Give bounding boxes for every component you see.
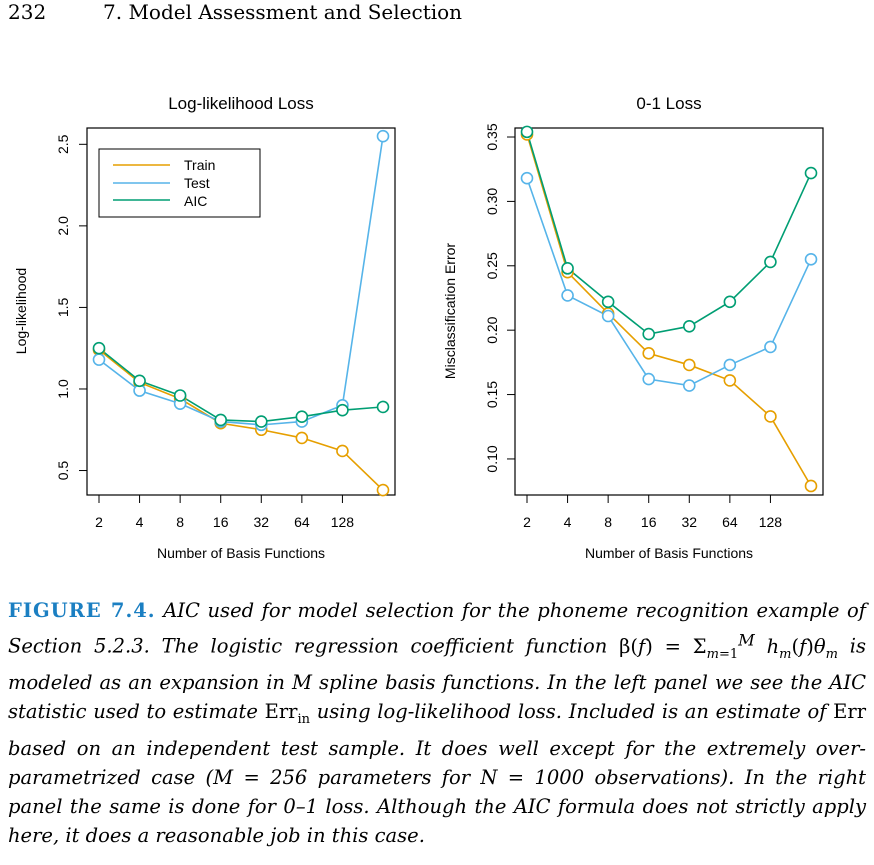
chart-title: 0-1 Loss [636, 94, 701, 113]
data-point-train [764, 410, 777, 423]
caption-formula: β(f) = Σm=1M hm(f)θm [619, 630, 838, 662]
data-point-aic [723, 295, 737, 309]
x-tick-label: 32 [253, 514, 269, 530]
x-axis-label: Number of Basis Functions [157, 545, 325, 561]
caption-text-1: AIC used for model selection for the pho… [8, 599, 866, 658]
data-point-aic [133, 374, 146, 388]
y-tick-label: 1.5 [55, 297, 71, 317]
y-axis-label: Misclassification Error [442, 243, 458, 379]
figure-7-4: Log-likelihood Loss Log-likelihood Numbe… [13, 94, 824, 561]
series-line-train [526, 134, 812, 487]
y-tick-label: 0.25 [484, 252, 500, 279]
x-tick-label: 8 [604, 514, 612, 530]
chart-title: Log-likelihood Loss [168, 94, 314, 113]
x-tick-label: 2 [95, 514, 103, 530]
legend-label-test: Test [184, 175, 210, 191]
data-point-test [376, 129, 390, 143]
caption-err-in: Errin [264, 700, 311, 728]
data-point-test [764, 340, 777, 354]
series-line-test [526, 177, 812, 387]
x-tick-label: 4 [136, 514, 144, 530]
data-point-train [295, 431, 309, 445]
y-tick-label: 0.15 [484, 381, 500, 408]
data-point-aic [601, 295, 615, 309]
x-axis-label: Number of Basis Functions [585, 545, 753, 561]
y-tick-label: 0.10 [484, 445, 500, 472]
data-point-test [601, 309, 615, 323]
data-point-test [520, 171, 534, 185]
figure-caption: FIGURE 7.4. AIC used for model selection… [8, 596, 866, 850]
x-tick-label: 32 [681, 514, 697, 530]
data-point-test [642, 372, 656, 386]
data-point-aic [376, 400, 390, 414]
y-tick-label: 0.30 [484, 188, 500, 215]
y-tick-label: 2.0 [55, 216, 71, 236]
y-tick-label: 1.0 [55, 379, 71, 399]
data-point-train [642, 347, 656, 360]
series-line-train [98, 349, 384, 491]
series-lines [92, 129, 390, 497]
axes: 2 4 8 16 32 64 128 0.10 0.15 0.20 0.25 0.30 0.35 [484, 123, 782, 530]
data-point-aic [642, 327, 656, 341]
series-line-aic [526, 131, 812, 335]
legend: Train Test AIC [98, 148, 261, 218]
x-tick-label: 128 [331, 514, 355, 530]
series-line-aic [98, 347, 384, 423]
data-point-aic [336, 403, 349, 417]
y-tick-label: 0.5 [55, 461, 71, 481]
data-point-aic [295, 410, 309, 424]
data-point-test [723, 358, 737, 372]
y-tick-label: 0.35 [484, 123, 500, 150]
y-tick-label: 2.5 [55, 134, 71, 154]
plot-frame [86, 127, 396, 496]
data-point-aic [561, 262, 574, 275]
data-point-train [336, 444, 349, 458]
x-tick-label: 4 [564, 514, 572, 530]
page-header: 232 7. Model Assessment and Selection [8, 0, 462, 24]
x-tick-label: 64 [722, 514, 738, 530]
series-line-test [98, 136, 384, 426]
left-panel-loglik: Log-likelihood Loss Log-likelihood Numbe… [13, 94, 396, 561]
data-point-aic [764, 255, 777, 269]
data-point-aic [520, 125, 534, 139]
data-point-aic [254, 415, 268, 428]
caption-err: Err [833, 700, 867, 724]
data-point-aic [804, 166, 818, 180]
x-tick-label: 8 [176, 514, 184, 530]
series-lines [520, 125, 818, 493]
chapter-title: 7. Model Assessment and Selection [103, 0, 463, 24]
axes: 2 4 8 16 32 64 128 0.5 1.0 1.5 2.0 2.5 [55, 134, 354, 530]
data-point-aic [682, 320, 696, 333]
data-point-test [92, 353, 106, 366]
x-tick-label: 2 [523, 514, 531, 530]
x-tick-label: 64 [294, 514, 310, 530]
x-tick-label: 128 [759, 514, 783, 530]
data-point-aic [214, 413, 228, 427]
right-panel-01-loss: 0-1 Loss Misclassification Error Number … [442, 94, 824, 561]
caption-text-2: is modeled as an expansion in M spline b… [8, 634, 867, 724]
x-tick-label: 16 [213, 514, 229, 530]
data-point-train [376, 483, 390, 497]
data-point-test [682, 379, 696, 392]
legend-label-train: Train [184, 157, 215, 173]
data-point-test [804, 253, 818, 266]
data-point-test [561, 289, 574, 302]
caption-text-4: based on an independent test sample. It … [8, 737, 866, 848]
x-tick-label: 16 [641, 514, 657, 530]
data-point-train [723, 374, 737, 387]
caption-text-3: using log-likelihood loss. Included is a… [316, 700, 827, 724]
data-point-aic [92, 341, 106, 355]
data-point-aic [173, 389, 187, 402]
page-number: 232 [8, 0, 47, 24]
y-tick-label: 0.20 [484, 316, 500, 343]
data-point-train [804, 479, 818, 493]
legend-label-aic: AIC [184, 193, 207, 209]
y-axis-label: Log-likelihood [13, 268, 29, 354]
figure-label: FIGURE 7.4. [8, 599, 156, 622]
plot-frame [514, 127, 824, 496]
data-point-train [682, 358, 696, 372]
